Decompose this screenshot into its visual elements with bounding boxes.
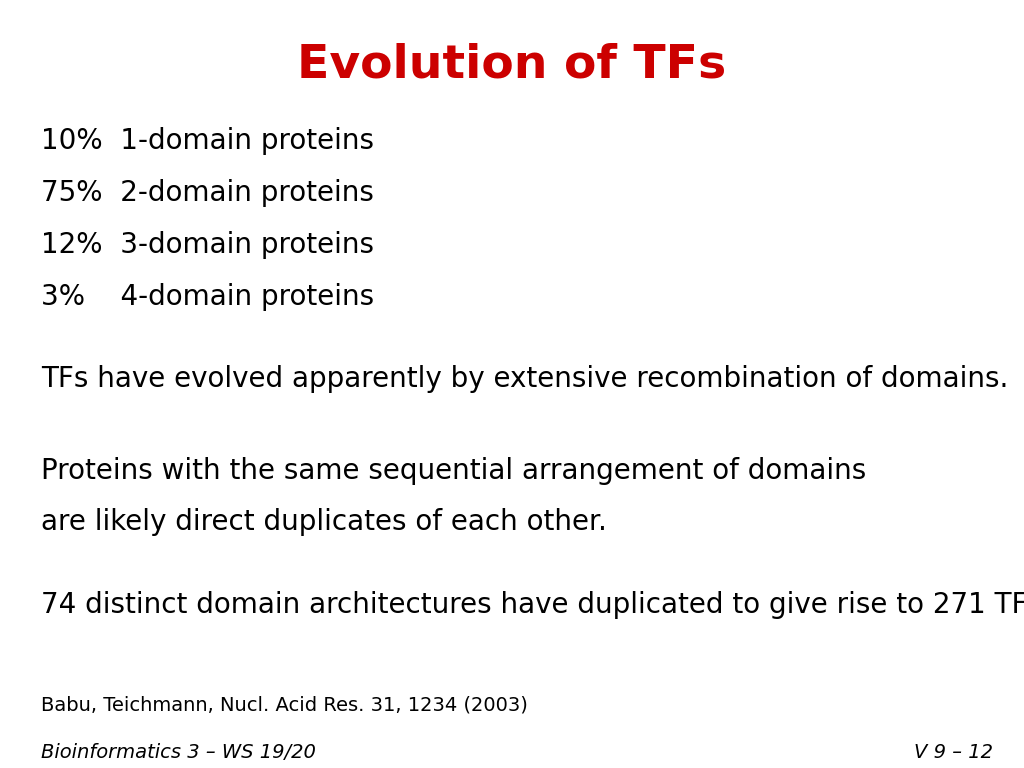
Text: Babu, Teichmann, Nucl. Acid Res. 31, 1234 (2003): Babu, Teichmann, Nucl. Acid Res. 31, 123… bbox=[41, 695, 527, 714]
Text: 3%    4-domain proteins: 3% 4-domain proteins bbox=[41, 283, 374, 311]
Text: 12%  3-domain proteins: 12% 3-domain proteins bbox=[41, 231, 374, 259]
Text: are likely direct duplicates of each other.: are likely direct duplicates of each oth… bbox=[41, 508, 607, 536]
Text: Proteins with the same sequential arrangement of domains: Proteins with the same sequential arrang… bbox=[41, 457, 866, 485]
Text: Bioinformatics 3 – WS 19/20: Bioinformatics 3 – WS 19/20 bbox=[41, 743, 315, 763]
Text: V 9 – 12: V 9 – 12 bbox=[914, 743, 993, 763]
Text: 74 distinct domain architectures have duplicated to give rise to 271 TFs.: 74 distinct domain architectures have du… bbox=[41, 591, 1024, 619]
Text: 75%  2-domain proteins: 75% 2-domain proteins bbox=[41, 179, 374, 207]
Text: 10%  1-domain proteins: 10% 1-domain proteins bbox=[41, 127, 374, 154]
Text: Evolution of TFs: Evolution of TFs bbox=[297, 42, 727, 88]
Text: TFs have evolved apparently by extensive recombination of domains.: TFs have evolved apparently by extensive… bbox=[41, 365, 1009, 392]
